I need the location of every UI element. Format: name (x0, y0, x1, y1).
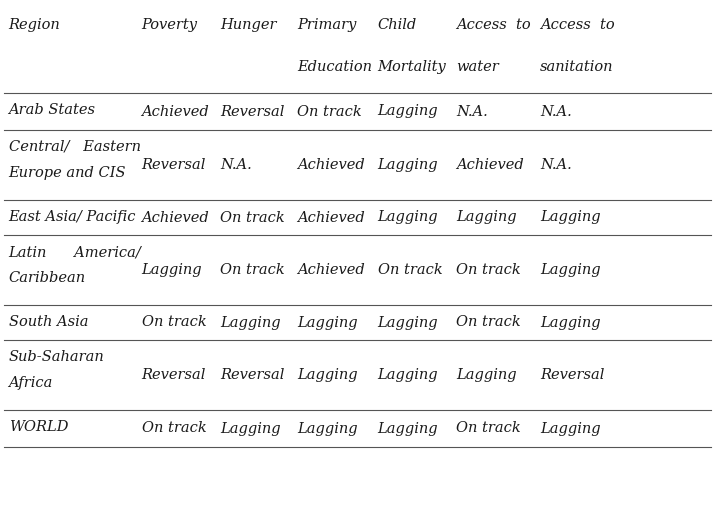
Text: Central/   Eastern: Central/ Eastern (9, 140, 141, 154)
Text: Lagging: Lagging (220, 315, 281, 330)
Text: On track: On track (220, 263, 285, 277)
Text: Mortality: Mortality (378, 60, 446, 74)
Text: Reversal: Reversal (142, 158, 206, 172)
Text: Education: Education (297, 60, 372, 74)
Text: Lagging: Lagging (378, 210, 438, 224)
Text: Lagging: Lagging (297, 421, 358, 436)
Text: Access  to: Access to (540, 18, 614, 32)
Text: Achieved: Achieved (297, 158, 365, 172)
Text: Access  to: Access to (456, 18, 531, 32)
Text: Lagging: Lagging (297, 368, 358, 382)
Text: Achieved: Achieved (142, 210, 209, 224)
Text: Lagging: Lagging (378, 315, 438, 330)
Text: Lagging: Lagging (378, 158, 438, 172)
Text: Reversal: Reversal (142, 368, 206, 382)
Text: Lagging: Lagging (142, 263, 202, 277)
Text: On track: On track (142, 315, 207, 330)
Text: Achieved: Achieved (297, 263, 365, 277)
Text: On track: On track (456, 315, 521, 330)
Text: Reversal: Reversal (540, 368, 604, 382)
Text: On track: On track (378, 263, 443, 277)
Text: N.A.: N.A. (456, 104, 488, 118)
Text: Latin      America/: Latin America/ (9, 245, 142, 259)
Text: N.A.: N.A. (540, 158, 571, 172)
Text: water: water (456, 60, 499, 74)
Text: Lagging: Lagging (297, 315, 358, 330)
Text: Lagging: Lagging (220, 421, 281, 436)
Text: Child: Child (378, 18, 417, 32)
Text: WORLD: WORLD (9, 420, 68, 434)
Text: Lagging: Lagging (378, 368, 438, 382)
Text: On track: On track (456, 421, 521, 436)
Text: Lagging: Lagging (378, 104, 438, 118)
Text: Hunger: Hunger (220, 18, 277, 32)
Text: Primary: Primary (297, 18, 356, 32)
Text: Lagging: Lagging (456, 368, 517, 382)
Text: Achieved: Achieved (142, 104, 209, 118)
Text: Lagging: Lagging (456, 210, 517, 224)
Text: On track: On track (456, 263, 521, 277)
Text: Lagging: Lagging (540, 263, 601, 277)
Text: N.A.: N.A. (220, 158, 252, 172)
Text: On track: On track (297, 104, 362, 118)
Text: Lagging: Lagging (540, 210, 601, 224)
Text: Lagging: Lagging (540, 421, 601, 436)
Text: Achieved: Achieved (456, 158, 524, 172)
Text: South Asia: South Asia (9, 315, 88, 329)
Text: On track: On track (142, 421, 207, 436)
Text: On track: On track (220, 210, 285, 224)
Text: Sub-Saharan: Sub-Saharan (9, 350, 104, 364)
Text: Reversal: Reversal (220, 104, 285, 118)
Text: Achieved: Achieved (297, 210, 365, 224)
Text: Europe and CIS: Europe and CIS (9, 166, 126, 180)
Text: Lagging: Lagging (540, 315, 601, 330)
Text: Reversal: Reversal (220, 368, 285, 382)
Text: Lagging: Lagging (378, 421, 438, 436)
Text: Arab States: Arab States (9, 103, 96, 117)
Text: Region: Region (9, 18, 60, 32)
Text: Poverty: Poverty (142, 18, 197, 32)
Text: Caribbean: Caribbean (9, 271, 86, 285)
Text: Africa: Africa (9, 376, 53, 390)
Text: East Asia/ Pacific: East Asia/ Pacific (9, 210, 136, 224)
Text: N.A.: N.A. (540, 104, 571, 118)
Text: sanitation: sanitation (540, 60, 613, 74)
